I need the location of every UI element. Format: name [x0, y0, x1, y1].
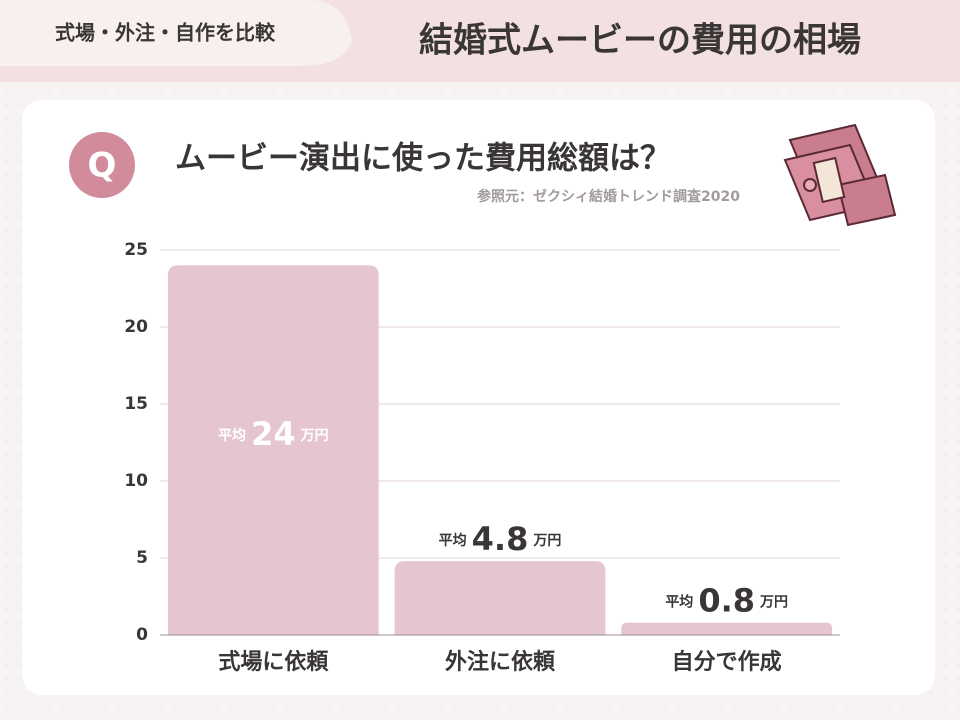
header-title: 結婚式ムービーの費用の相場	[419, 21, 861, 61]
value-label-prefix: 平均	[218, 427, 246, 444]
y-tick-label: 5	[136, 548, 148, 568]
q-badge-text: Q	[88, 146, 117, 186]
y-tick-label: 20	[124, 317, 148, 337]
x-tick-label: 自分で作成	[672, 649, 782, 675]
y-tick-label: 10	[124, 471, 148, 491]
chart-subtitle: 参照元：ゼクシィ結婚トレンド調査2020	[477, 188, 740, 205]
y-tick-label: 25	[124, 240, 148, 260]
bar	[394, 561, 606, 635]
value-label-number: 0.8	[698, 582, 755, 620]
value-label: 平均 24 万円	[218, 415, 329, 453]
money-icon	[783, 123, 897, 227]
value-label: 平均 4.8 万円	[439, 520, 562, 558]
value-label: 平均 0.8 万円	[665, 582, 788, 620]
value-label-prefix: 平均	[665, 594, 693, 611]
y-tick-label: 15	[124, 394, 148, 414]
value-label-number: 24	[251, 415, 296, 453]
bar	[621, 622, 833, 635]
value-label-unit: 万円	[759, 595, 788, 611]
value-label-unit: 万円	[532, 533, 561, 549]
value-label-prefix: 平均	[439, 532, 467, 549]
chart-title: ムービー演出に使った費用総額は？	[175, 141, 671, 177]
value-label-number: 4.8	[472, 520, 529, 558]
value-label-unit: 万円	[300, 428, 329, 444]
header-tab	[0, 0, 352, 66]
x-tick-label: 外注に依頼	[445, 649, 556, 675]
bar	[167, 265, 379, 635]
q-badge	[69, 132, 135, 198]
y-tick-label: 0	[136, 625, 148, 645]
x-tick-label: 式場に依頼	[218, 649, 329, 675]
header-tab-text: 式場・外注・自作を比較	[55, 21, 276, 45]
